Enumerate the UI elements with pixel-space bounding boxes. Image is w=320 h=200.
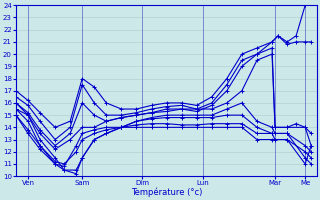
X-axis label: Température (°c): Température (°c) [131, 188, 202, 197]
